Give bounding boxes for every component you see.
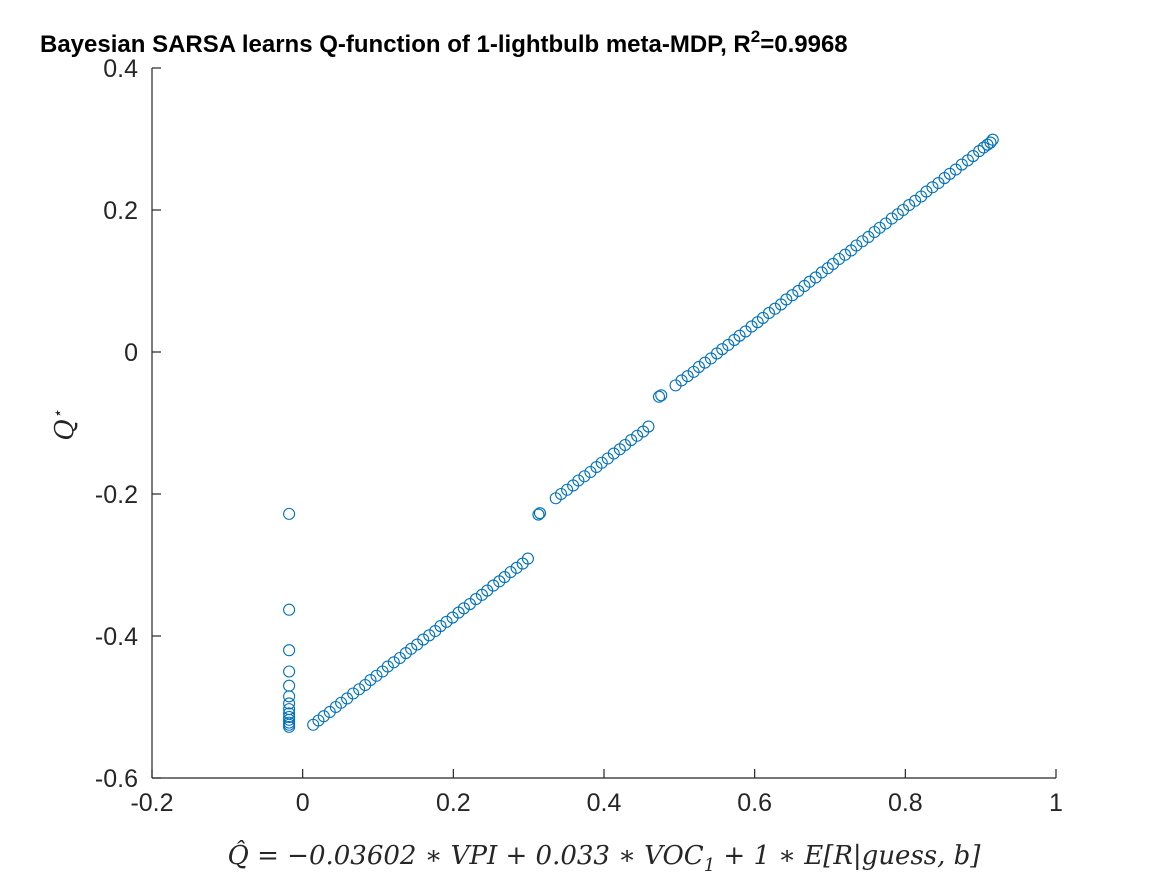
data-point — [347, 687, 360, 700]
data-point — [283, 713, 296, 726]
data-point — [405, 642, 418, 655]
x-label-subscript: 1 — [704, 855, 715, 875]
data-point — [364, 673, 377, 687]
data-point — [381, 660, 394, 673]
data-point — [532, 508, 545, 521]
chart-title: Bayesian SARSA learns Q-function of 1-li… — [40, 27, 848, 58]
data-point — [578, 470, 591, 483]
data-point — [655, 389, 668, 402]
data-point — [698, 356, 711, 369]
x-tick-label: -0.2 — [130, 789, 173, 817]
data-point — [832, 252, 846, 266]
data-point — [681, 370, 694, 383]
data-point — [745, 320, 758, 333]
data-point — [387, 656, 400, 669]
data-point — [762, 306, 776, 320]
data-point — [487, 579, 500, 592]
data-point — [903, 198, 916, 212]
data-point — [283, 720, 296, 733]
data-point — [572, 474, 585, 487]
data-point — [555, 487, 568, 501]
x-axis-label: Q̂ = −0.03602 ∗ VPI + 0.033 ∗ VOC1 + 1 ∗… — [228, 840, 982, 875]
data-point — [283, 710, 296, 723]
data-point — [973, 145, 986, 158]
data-point — [335, 696, 348, 709]
data-point — [533, 507, 547, 520]
data-point — [675, 374, 688, 387]
y-label-superscript: ⋆ — [48, 409, 67, 419]
data-point — [733, 329, 746, 342]
data-point — [440, 615, 453, 628]
data-point — [955, 158, 968, 171]
data-point — [561, 483, 574, 496]
data-point — [943, 167, 956, 180]
x-tick-label: 0 — [296, 789, 310, 817]
axes: -0.2 0 0.2 0.4 0.6 0.8 1 -0.6 -0.4 -0.2 0 0.2 0.4 — [95, 55, 1063, 817]
data-points — [283, 133, 999, 733]
data-point — [434, 620, 447, 633]
x-tick-label: 0.8 — [888, 789, 923, 817]
y-axis-label: Q⋆ — [48, 409, 80, 440]
data-point — [850, 239, 863, 252]
data-point — [625, 433, 638, 447]
data-point — [353, 683, 366, 696]
data-point — [815, 266, 828, 279]
x-tick-label: 1 — [1049, 789, 1063, 817]
data-point — [510, 561, 523, 574]
data-point — [283, 507, 296, 520]
data-point — [652, 390, 666, 403]
data-point — [909, 194, 922, 207]
y-tick-label: -0.6 — [95, 765, 138, 793]
data-point — [504, 566, 517, 579]
data-point — [607, 447, 620, 460]
data-point — [839, 248, 852, 261]
y-tick-label: 0.4 — [103, 55, 138, 83]
data-point — [283, 603, 296, 616]
data-point — [768, 302, 782, 315]
data-point — [283, 697, 296, 710]
y-tick-label: -0.2 — [95, 481, 138, 509]
data-point — [873, 221, 886, 234]
x-tick-label: 0.4 — [587, 789, 622, 817]
data-point — [986, 133, 999, 146]
data-point — [283, 644, 296, 657]
data-point — [283, 690, 296, 703]
title-superscript: 2 — [751, 27, 760, 46]
data-point — [984, 136, 997, 149]
data-point — [642, 420, 655, 433]
y-tick-label: 0 — [124, 339, 138, 367]
data-point — [716, 343, 729, 356]
x-tick-label: 0.2 — [436, 789, 471, 817]
data-point — [780, 293, 793, 306]
data-point — [283, 665, 296, 678]
data-point — [317, 710, 330, 723]
y-tick-label: 0.2 — [103, 197, 138, 225]
data-point — [370, 669, 383, 682]
data-point — [803, 275, 816, 288]
data-point — [595, 456, 608, 469]
data-point — [856, 235, 869, 248]
data-point — [469, 593, 482, 606]
data-point — [920, 185, 933, 198]
y-tick-label: -0.4 — [95, 623, 138, 651]
data-point — [926, 181, 939, 194]
data-point — [417, 633, 430, 646]
x-tick-label: 0.6 — [737, 789, 772, 817]
data-point — [692, 360, 705, 373]
data-point — [283, 679, 296, 692]
data-point — [885, 212, 898, 225]
data-point — [521, 552, 534, 565]
data-point — [631, 429, 644, 442]
data-point — [786, 289, 799, 302]
data-point — [457, 602, 470, 615]
data-point — [423, 629, 436, 642]
